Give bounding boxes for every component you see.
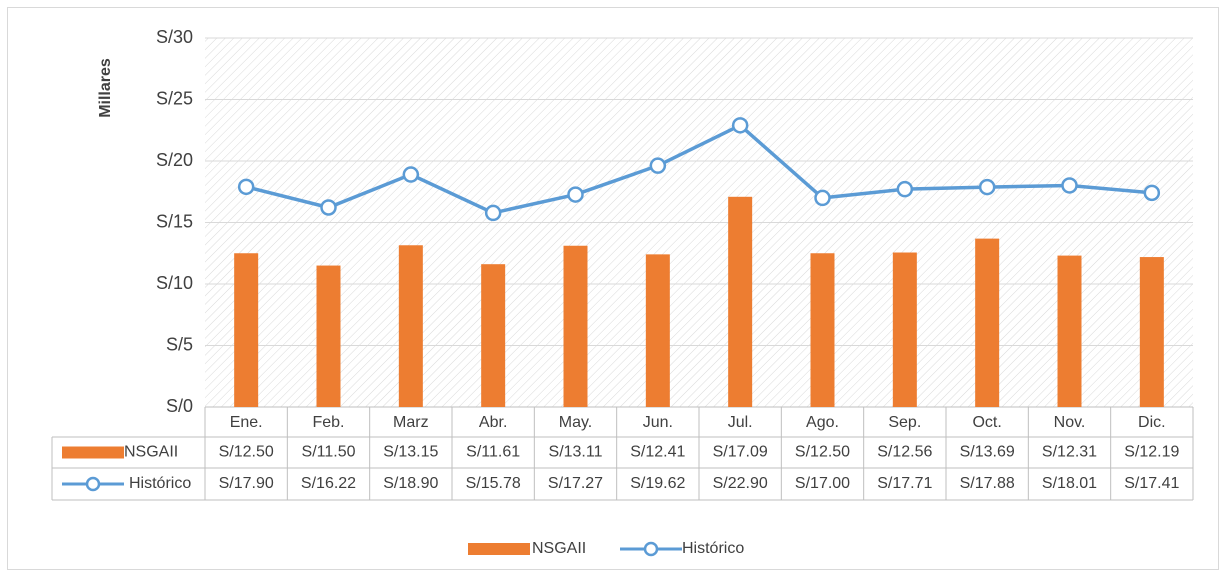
legend-key	[85, 476, 101, 492]
y-tick-label: S/25	[156, 88, 193, 108]
y-tick-label: S/10	[156, 273, 193, 293]
line	[245, 123, 1152, 215]
table-cell: S/13.69	[960, 444, 1015, 461]
table-cell: S/17.88	[960, 475, 1015, 492]
table-cell: S/19.62	[630, 475, 685, 492]
bar	[398, 245, 423, 407]
x-tick-label: Jun.	[643, 414, 673, 431]
table-cell: S/12.41	[630, 444, 685, 461]
legend-label: NSGAII	[532, 540, 586, 557]
table-cell: S/17.90	[219, 475, 274, 492]
y-tick-label: S/20	[156, 150, 193, 170]
table-cell: S/17.09	[713, 444, 768, 461]
x-tick-label: Abr.	[479, 414, 507, 431]
table-cell: S/16.22	[301, 475, 356, 492]
bar	[1139, 257, 1164, 407]
table-cell: S/12.50	[219, 444, 274, 461]
table-cell: S/17.71	[877, 475, 932, 492]
marker	[649, 157, 667, 174]
table-row-name: NSGAII	[124, 444, 178, 461]
table-cell: S/12.50	[795, 444, 850, 461]
x-tick-label: Ago.	[806, 414, 839, 431]
marker	[1061, 177, 1078, 194]
table-cell: S/12.19	[1124, 444, 1179, 461]
y-tick-label: S/15	[156, 211, 193, 231]
x-tick-label: Feb.	[312, 414, 344, 431]
table-cell: S/18.90	[383, 475, 438, 492]
legend-key	[643, 541, 659, 557]
bar	[1057, 255, 1082, 407]
table-cell: S/22.90	[713, 475, 768, 492]
table-cell: S/15.78	[466, 475, 521, 492]
x-tick-label: Dic.	[1138, 414, 1166, 431]
marker	[484, 204, 502, 222]
y-tick-label: S/30	[156, 27, 193, 47]
bar	[645, 254, 670, 407]
legend-label: Histórico	[682, 540, 744, 557]
x-tick-label: Oct.	[972, 414, 1001, 431]
table-cell: S/11.50	[302, 444, 356, 461]
y-axis-label: Millares	[97, 58, 114, 118]
x-tick-label: Marz	[393, 414, 429, 431]
table-cell: S/18.01	[1042, 475, 1097, 492]
x-tick-label: May.	[559, 414, 592, 431]
table-cell: S/17.41	[1124, 475, 1179, 492]
legend-key	[62, 446, 124, 459]
marker	[567, 186, 584, 203]
table-cell: S/13.15	[383, 444, 438, 461]
table-cell: S/13.11	[549, 444, 603, 461]
bar	[728, 196, 753, 407]
table-cell: S/12.56	[877, 444, 932, 461]
table-cell: S/12.31	[1042, 444, 1097, 461]
marker	[978, 178, 996, 196]
y-tick-label: S/0	[166, 396, 193, 416]
x-tick-label: Ene.	[230, 414, 263, 431]
bar	[234, 253, 259, 407]
bar	[563, 245, 588, 407]
marker	[402, 166, 420, 183]
y-tick-label: S/5	[166, 334, 193, 354]
x-tick-label: Sep.	[888, 414, 921, 431]
bar	[975, 238, 1000, 407]
marker	[814, 189, 831, 207]
marker	[896, 180, 914, 198]
bar	[892, 252, 917, 407]
legend-key	[468, 543, 530, 555]
x-tick-label: Jul.	[728, 414, 753, 431]
bar	[316, 265, 341, 407]
table-cell: S/17.00	[795, 475, 850, 492]
table-cell: S/11.61	[466, 444, 520, 461]
x-tick-label: Nov.	[1054, 414, 1086, 431]
marker	[320, 199, 337, 216]
table-row-name: Histórico	[129, 475, 191, 492]
bar	[810, 253, 835, 407]
marker	[1143, 184, 1161, 202]
marker	[237, 178, 255, 196]
marker	[731, 117, 749, 134]
table-cell: S/17.27	[548, 475, 603, 492]
bar	[481, 264, 506, 407]
